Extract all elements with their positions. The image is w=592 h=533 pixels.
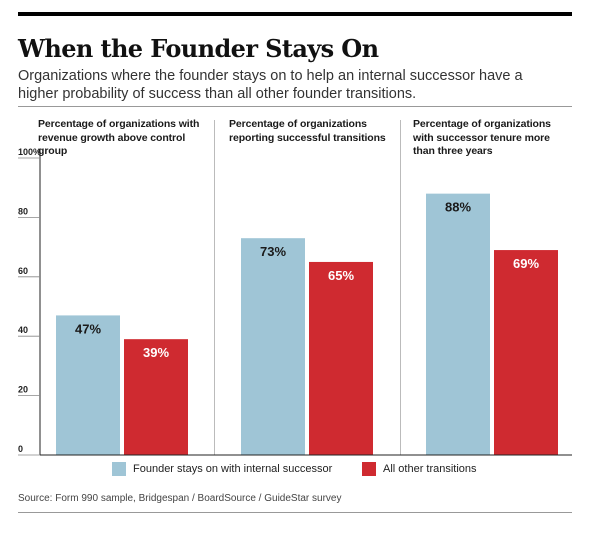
bar-value-label: 88% bbox=[445, 200, 471, 215]
legend: Founder stays on with internal successor… bbox=[0, 462, 592, 482]
header-rule bbox=[18, 106, 572, 107]
legend-label-other: All other transitions bbox=[383, 463, 477, 475]
panel-divider-2 bbox=[400, 120, 401, 455]
legend-item-other: All other transitions bbox=[362, 462, 477, 476]
legend-item-founder: Founder stays on with internal successor bbox=[112, 462, 332, 476]
panel-title-3: Percentage of organizations with success… bbox=[413, 118, 551, 157]
y-tick-label: 20 bbox=[18, 385, 28, 395]
panel-title-2: Percentage of organizations reporting su… bbox=[229, 118, 386, 144]
bar-founder-1 bbox=[56, 315, 120, 455]
y-tick-label: 100% bbox=[18, 147, 41, 157]
top-bar bbox=[18, 12, 572, 16]
bar-founder-2 bbox=[241, 238, 305, 455]
bar-value-label: 73% bbox=[260, 244, 286, 259]
legend-label-founder: Founder stays on with internal successor bbox=[133, 463, 333, 475]
y-tick-label: 0 bbox=[18, 444, 23, 454]
bar-value-label: 47% bbox=[75, 321, 101, 336]
footer-rule bbox=[18, 512, 572, 513]
bar-value-label: 69% bbox=[513, 256, 539, 271]
bar-value-label: 65% bbox=[328, 268, 354, 283]
source-note: Source: Form 990 sample, Bridgespan / Bo… bbox=[18, 493, 342, 504]
bar-other-3 bbox=[494, 250, 558, 455]
panel-title-1: Percentage of organizations with revenue… bbox=[38, 118, 200, 157]
y-tick-label: 80 bbox=[18, 206, 28, 216]
bar-value-label: 39% bbox=[143, 345, 169, 360]
y-tick-label: 40 bbox=[18, 325, 28, 335]
legend-swatch-founder bbox=[112, 462, 126, 476]
bar-founder-3 bbox=[426, 193, 490, 455]
panel-divider-1 bbox=[214, 120, 215, 455]
chart-subtitle: Organizations where the founder stays on… bbox=[18, 68, 523, 102]
bar-other-2 bbox=[309, 261, 373, 455]
y-tick-label: 60 bbox=[18, 266, 28, 276]
bar-other-1 bbox=[124, 339, 188, 455]
chart-title: When the Founder Stays On bbox=[18, 34, 379, 63]
legend-swatch-other bbox=[362, 462, 376, 476]
